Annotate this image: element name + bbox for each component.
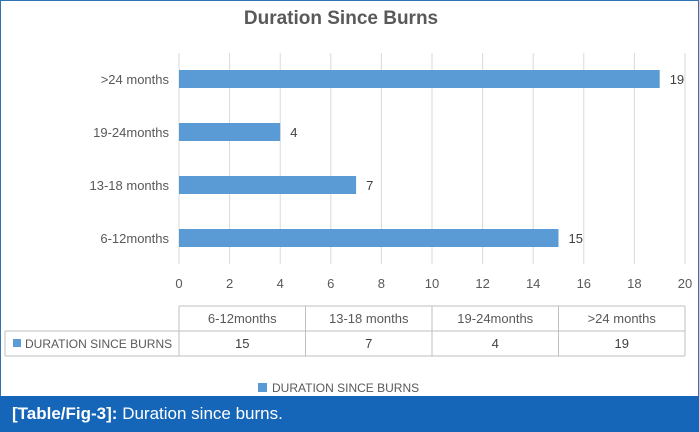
data-table: 6-12months 15 13-18 months 7 19-24months 4 >24… xyxy=(4,305,686,357)
x-tick-label: 18 xyxy=(627,276,641,291)
caption-text: Duration since burns. xyxy=(122,404,283,423)
x-tick-label: 20 xyxy=(678,276,692,291)
bar-value-label: 7 xyxy=(366,178,373,193)
table-header-cell: 6-12months xyxy=(208,311,277,326)
table-header-cell: >24 months xyxy=(588,311,657,326)
table-value-cell: 15 xyxy=(235,336,249,351)
table-header-cell: 19-24months xyxy=(457,311,533,326)
x-tick-label: 2 xyxy=(226,276,233,291)
category-label: 6-12months xyxy=(100,231,169,246)
x-tick-label: 8 xyxy=(378,276,385,291)
bar xyxy=(179,123,281,141)
bar-value-label: 15 xyxy=(569,231,583,246)
x-tick-label: 14 xyxy=(526,276,540,291)
category-label: >24 months xyxy=(101,72,170,87)
table-value-cell: 19 xyxy=(615,336,629,351)
table-row-label: DURATION SINCE BURNS xyxy=(25,337,172,351)
bar-chart: Duration Since Burns 15 7 4 19 6-12months 13… xyxy=(4,8,692,395)
figure-caption: [Table/Fig-3]: Duration since burns. xyxy=(0,396,699,432)
x-tick-label: 6 xyxy=(327,276,334,291)
table-legend-key xyxy=(13,339,21,347)
bar xyxy=(179,229,559,247)
x-tick-label: 12 xyxy=(475,276,489,291)
x-axis-ticks: 0 2 4 6 8 10 12 14 16 18 20 xyxy=(175,276,692,291)
x-tick-label: 4 xyxy=(277,276,284,291)
legend-label: DURATION SINCE BURNS xyxy=(272,381,419,395)
table-value-cell: 7 xyxy=(365,336,372,351)
chart-title: Duration Since Burns xyxy=(244,8,438,29)
bar xyxy=(179,176,357,194)
x-tick-label: 10 xyxy=(425,276,439,291)
category-label: 19-24months xyxy=(93,125,169,140)
x-tick-label: 16 xyxy=(577,276,591,291)
bar xyxy=(179,70,660,88)
table-value-cell: 4 xyxy=(492,336,499,351)
caption-label: [Table/Fig-3]: xyxy=(12,404,118,423)
category-label: 13-18 months xyxy=(90,178,170,193)
bar-value-label: 4 xyxy=(290,125,297,140)
bar-value-label: 19 xyxy=(670,72,684,87)
bars: 15 7 4 19 xyxy=(179,70,684,247)
table-header-cell: 13-18 months xyxy=(329,311,409,326)
gridlines xyxy=(178,53,686,264)
x-tick-label: 0 xyxy=(175,276,182,291)
category-labels: 6-12months 13-18 months 19-24months >24 mon… xyxy=(90,72,170,246)
legend: DURATION SINCE BURNS xyxy=(258,381,419,395)
legend-key xyxy=(258,383,267,392)
